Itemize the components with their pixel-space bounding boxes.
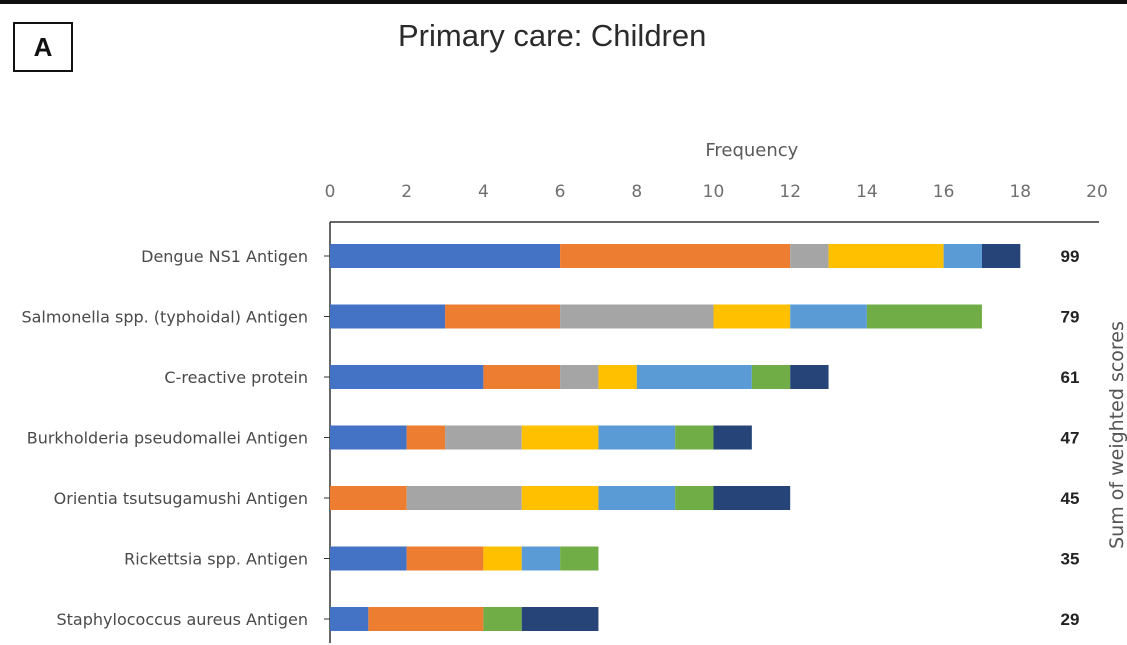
bar-segment [406,425,446,450]
bar-segment [521,607,599,631]
bar-segment [598,425,676,450]
bar-segment [560,244,791,268]
bar-segment [483,365,561,389]
category-label: Salmonella spp. (typhoidal) Antigen [21,308,308,327]
top-border-rule [0,0,1127,4]
x-tick-label: 6 [555,182,566,202]
bar-segment [368,607,484,631]
secondary-y-axis-label: Sum of weighted scores [1106,321,1127,549]
x-tick-label: 0 [325,182,336,202]
bar-segment [406,546,484,571]
x-axis-label: Frequency [705,140,798,161]
bar-segment [713,304,791,329]
bar-segment [713,425,752,450]
category-label: Dengue NS1 Antigen [141,247,308,266]
bar-segment [866,304,982,329]
bar-segment [406,486,522,510]
weighted-score-label: 47 [1061,429,1080,448]
panel-label: A [13,22,73,72]
weighted-score-label: 99 [1061,247,1080,266]
bar-segment [330,365,484,389]
category-label: Burkholderia pseudomallei Antigen [27,429,308,448]
weighted-score-label: 61 [1061,368,1080,387]
x-tick-label: 16 [933,182,955,202]
category-label: Staphylococcus aureus Antigen [57,610,309,629]
weighted-score-label: 29 [1061,610,1080,629]
bar-segment [790,365,829,389]
bar-segment [521,425,599,450]
bar-segment [675,486,714,510]
weighted-score-label: 35 [1061,550,1080,569]
bar-segment [790,244,829,268]
x-tick-label: 14 [856,182,878,202]
bar-segment [560,546,599,571]
x-tick-label: 10 [703,182,725,202]
bar-segment [598,486,676,510]
bar-segment [483,546,522,571]
x-tick-label: 4 [478,182,489,202]
bar-segment [751,365,791,389]
bar-segment [981,244,1021,268]
x-tick-label: 12 [779,182,801,202]
category-label: Orientia tsutsugamushi Antigen [54,489,308,508]
bar-segment [560,304,714,329]
x-tick-label: 20 [1086,182,1108,202]
x-tick-label: 2 [401,182,412,202]
bar-segment [330,425,407,450]
weighted-score-label: 45 [1061,489,1080,508]
weighted-score-label: 79 [1061,308,1080,327]
bar-segment [483,607,522,631]
bar-segment [330,486,407,510]
x-tick-label: 18 [1009,182,1031,202]
bar-segment [330,607,369,631]
bar-segment [636,365,752,389]
x-tick-label: 8 [631,182,642,202]
category-label: C-reactive protein [164,368,308,387]
bar-segment [445,304,561,329]
category-label: Rickettsia spp. Antigen [124,550,308,569]
bar-segment [675,425,714,450]
bar-segment [560,365,599,389]
bar-segment [828,244,944,268]
bar-segment [445,425,522,450]
bar-segment [521,486,599,510]
bar-segment [943,244,982,268]
bar-segment [790,304,867,329]
bar-segment [521,546,561,571]
bar-segment [713,486,791,510]
bar-segment [330,244,561,268]
bar-segment [598,365,637,389]
bar-segment [330,304,446,329]
chart-title: Primary care: Children [398,18,707,53]
bar-segment [330,546,407,571]
